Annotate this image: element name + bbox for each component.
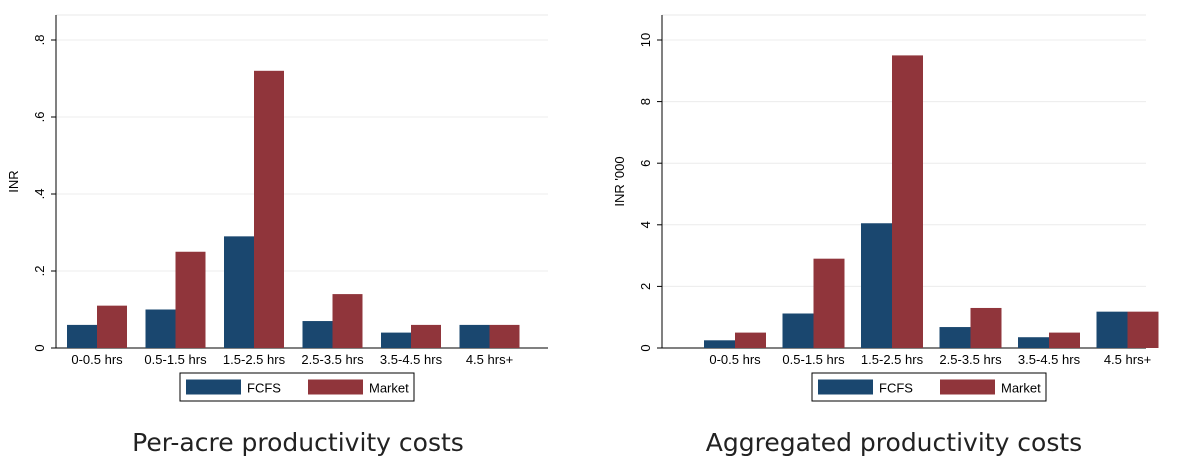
y-tick-label: 8 [638, 98, 653, 105]
y-tick-label: 0 [638, 344, 653, 351]
legend-label-fcfs: FCFS [879, 381, 913, 396]
x-category-label: 0-0.5 hrs [71, 352, 123, 367]
bar-market [735, 332, 766, 348]
legend-label-fcfs: FCFS [247, 381, 281, 396]
chart-panel-per-acre: 0 .2 .4 .6 .8 INR 0-0.5 hrs 0.5-1.5 hrs 1.5-2.5 … [6, 14, 548, 457]
legend-swatch-fcfs [186, 379, 241, 395]
bar-fcfs [1018, 337, 1049, 348]
bar-fcfs [782, 313, 814, 348]
legend: FCFS Market [811, 372, 1047, 402]
y-axis-label: INR [6, 170, 21, 192]
bar-market [970, 307, 1002, 348]
legend-swatch-market [308, 379, 363, 395]
bar-fcfs [302, 321, 333, 348]
x-category-label: 1.5-2.5 hrs [861, 352, 924, 367]
bar-market [175, 251, 206, 348]
bar-fcfs [1096, 311, 1128, 348]
y-tick-label: .6 [32, 112, 47, 123]
legend-swatch-fcfs [818, 379, 873, 395]
y-axis-label: INR '000 [612, 156, 627, 206]
bar-fcfs [704, 340, 735, 348]
bar-market [1049, 332, 1080, 348]
y-tick-label: .2 [32, 266, 47, 277]
caption-aggregated: Aggregated productivity costs [705, 428, 1083, 457]
bar-market [813, 258, 845, 348]
bar-fcfs [145, 309, 176, 348]
bar-market [254, 70, 284, 349]
bar-market [97, 305, 127, 348]
x-category-label: 2.5-3.5 hrs [301, 352, 364, 367]
x-category-label: 0-0.5 hrs [709, 352, 761, 367]
chart-per-acre-svg: 0 .2 .4 .6 .8 INR 0-0.5 hrs 0.5-1.5 hrs 1.5-2.5 … [6, 14, 548, 402]
x-category-label: 4.5 hrs+ [466, 352, 513, 367]
bar-fcfs [67, 324, 97, 348]
x-category-label: 4.5 hrs+ [1104, 352, 1151, 367]
legend: FCFS Market [179, 372, 415, 402]
x-category-label: 2.5-3.5 hrs [939, 352, 1002, 367]
y-tick-label: .8 [32, 35, 47, 46]
y-tick-label: 10 [638, 33, 653, 47]
bar-fcfs [939, 327, 971, 348]
legend-label-market: Market [1001, 381, 1041, 396]
x-category-label: 1.5-2.5 hrs [223, 352, 286, 367]
x-category-label: 3.5-4.5 hrs [1018, 352, 1081, 367]
bar-market [1127, 311, 1159, 348]
legend-label-market: Market [369, 381, 409, 396]
x-category-label: 3.5-4.5 hrs [380, 352, 443, 367]
x-category-label: 0.5-1.5 hrs [144, 352, 207, 367]
y-tick-label: 6 [638, 160, 653, 167]
caption-per-acre: Per-acre productivity costs [132, 428, 464, 457]
legend-swatch-market [940, 379, 995, 395]
bar-fcfs [381, 332, 411, 348]
y-tick-label: 2 [638, 283, 653, 290]
bar-market [332, 294, 363, 348]
bar-fcfs [861, 223, 892, 348]
chart-aggregated-svg: 0 2 4 6 8 10 INR '000 0-0.5 hrs 0.5-1.5 hrs 1.5-2… [612, 14, 1159, 402]
chart-panel-aggregated: 0 2 4 6 8 10 INR '000 0-0.5 hrs 0.5-1.5 hrs 1.5-2… [596, 0, 1192, 468]
y-tick-label: 0 [32, 344, 47, 351]
bar-market [892, 55, 923, 349]
y-tick-label: .4 [32, 189, 47, 200]
bar-fcfs [459, 324, 490, 348]
bar-fcfs [224, 236, 254, 348]
bar-market [489, 324, 520, 348]
bar-market [411, 324, 441, 348]
y-tick-label: 4 [638, 221, 653, 228]
x-category-label: 0.5-1.5 hrs [782, 352, 845, 367]
